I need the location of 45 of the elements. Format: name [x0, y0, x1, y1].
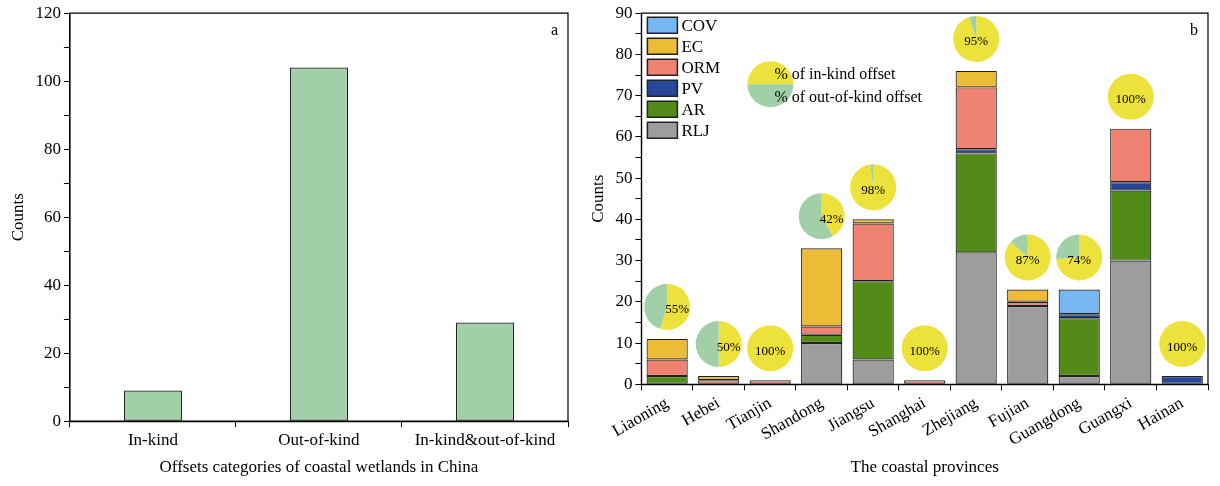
y-tick-label: 0 — [52, 410, 61, 430]
legend-label: ORM — [681, 57, 721, 77]
annotation: % of in-kind offset — [774, 64, 896, 82]
y-tick-label: 0 — [623, 373, 633, 393]
annotation: b — [1190, 21, 1198, 39]
x-axis-title: The coastal provinces — [850, 457, 999, 477]
annotation: 100% — [909, 342, 941, 358]
y-tick-label: 90 — [615, 2, 633, 22]
annotation: 50% — [716, 338, 741, 354]
y-tick-label: 50 — [615, 167, 633, 187]
annotation: 95% — [964, 33, 989, 49]
y-tick-label: 70 — [615, 85, 633, 105]
legend-label: COV — [681, 15, 719, 35]
y-tick-label: 100 — [35, 70, 61, 90]
y-tick-label: 40 — [43, 274, 61, 294]
annotation: 100% — [1115, 91, 1147, 107]
y-tick-label: 10 — [615, 332, 633, 352]
y-tick-label: 120 — [35, 2, 61, 22]
y-tick-label: 60 — [615, 126, 633, 146]
annotation: 42% — [819, 210, 844, 226]
annotation: 100% — [1167, 338, 1198, 354]
y-tick-label: 80 — [43, 138, 61, 158]
annotation: 98% — [861, 181, 886, 197]
y-tick-label: 30 — [615, 250, 633, 270]
y-axis-title: Counts — [587, 174, 607, 223]
x-tick-label: In-kind — [127, 429, 179, 449]
annotation: 100% — [755, 342, 786, 358]
legend-label: AR — [681, 99, 706, 119]
x-tick-label: Out-of-kind — [278, 429, 361, 449]
annotation: 55% — [665, 301, 690, 317]
legend-label: RLJ — [681, 120, 711, 140]
y-tick-label: 80 — [615, 43, 633, 63]
x-axis-title: Offsets categories of coastal wetlands in China — [159, 457, 479, 477]
annotation: 87% — [1015, 251, 1040, 267]
y-tick-label: 20 — [615, 291, 633, 311]
y-tick-label: 60 — [43, 206, 61, 226]
legend-label: PV — [681, 78, 704, 98]
annotation: % of out-of-kind offset — [774, 87, 923, 105]
y-axis-title: Counts — [7, 193, 27, 242]
y-tick-label: 40 — [615, 208, 633, 228]
x-tick-label: In-kind&out-of-kind — [414, 429, 556, 449]
legend-label: EC — [681, 36, 704, 56]
annotation: a — [550, 21, 558, 39]
y-tick-label: 20 — [43, 342, 61, 362]
annotation: 74% — [1067, 251, 1092, 267]
